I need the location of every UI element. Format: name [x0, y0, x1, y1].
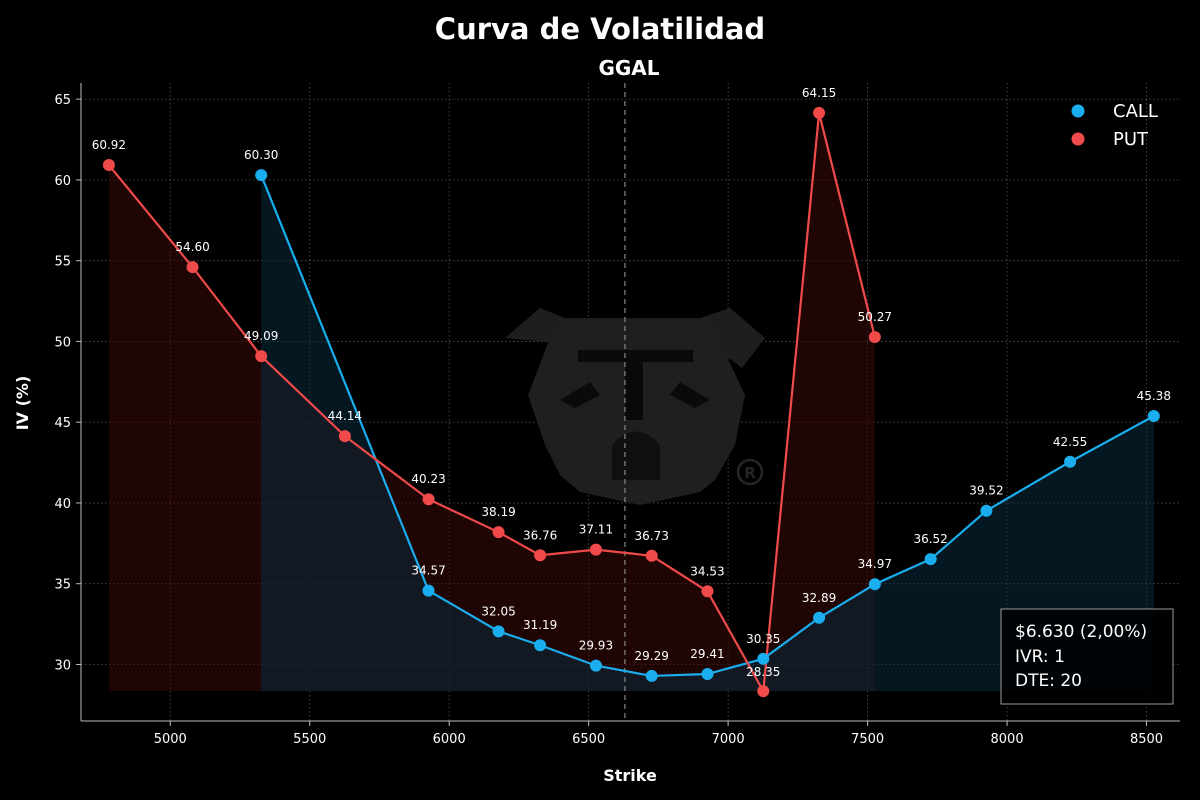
x-ticks: 5000 5500 6000 6500 7000 7500 8000 8500 [154, 721, 1163, 747]
put-data-label: 64.15 [802, 86, 836, 100]
y-tick-label: 50 [54, 335, 71, 350]
call-point [868, 578, 881, 591]
info-dte: DTE: 20 [1015, 671, 1082, 691]
call-data-label: 60.30 [244, 148, 278, 162]
y-tick-label: 55 [54, 255, 71, 270]
x-axis-label: Strike [603, 766, 657, 785]
y-tick-label: 40 [54, 497, 71, 512]
put-point [255, 350, 268, 363]
put-point [338, 430, 351, 443]
call-point [492, 625, 505, 638]
put-data-label: 50.27 [858, 310, 892, 324]
put-point [701, 585, 714, 598]
call-point [701, 667, 714, 680]
put-data-label: 34.53 [690, 564, 724, 578]
put-point [868, 331, 881, 344]
labels-layer: 60.30 34.57 32.05 31.19 29.93 29.29 29.41 30.35… [92, 86, 1171, 679]
put-point [492, 526, 505, 539]
y-tick-label: 30 [54, 658, 71, 673]
legend-put-label: PUT [1113, 129, 1149, 150]
legend-put-marker [1071, 132, 1085, 146]
info-price: $6.630 (2,00%) [1015, 622, 1147, 642]
call-point [813, 611, 826, 624]
call-data-label: 29.41 [690, 647, 724, 661]
put-data-label: 54.60 [175, 240, 209, 254]
x-tick-label: 8500 [1130, 732, 1163, 747]
put-data-label: 36.73 [635, 529, 669, 543]
x-tick-label: 6000 [433, 732, 466, 747]
legend-call-marker [1071, 104, 1085, 118]
put-data-label: 44.14 [328, 409, 362, 423]
x-tick-label: 6500 [572, 732, 605, 747]
legend-call-label: CALL [1113, 101, 1158, 122]
points-layer [102, 106, 1160, 698]
call-point [422, 584, 435, 597]
call-data-label: 36.52 [913, 532, 947, 546]
info-box: $6.630 (2,00%) IVR: 1 DTE: 20 [1000, 608, 1174, 705]
put-data-label: 28.35 [746, 665, 780, 679]
call-data-label: 32.05 [481, 604, 515, 618]
put-point [645, 549, 658, 562]
call-data-label: 39.52 [969, 484, 1003, 498]
chart-title: Curva de Volatilidad [435, 12, 765, 46]
x-tick-label: 7000 [712, 732, 745, 747]
y-ticks: 30 35 40 45 50 55 60 65 [54, 93, 81, 673]
put-data-label: 60.92 [92, 138, 126, 152]
put-data-label: 40.23 [411, 472, 445, 486]
y-tick-label: 45 [54, 416, 71, 431]
call-point [645, 669, 658, 682]
call-data-label: 29.29 [635, 649, 669, 663]
y-axis-label: IV (%) [13, 376, 32, 431]
call-data-label: 30.35 [746, 632, 780, 646]
y-tick-label: 65 [54, 93, 71, 108]
call-data-label: 31.19 [523, 618, 557, 632]
put-data-label: 49.09 [244, 329, 278, 343]
x-tick-label: 5000 [154, 732, 187, 747]
call-point [255, 169, 268, 182]
y-tick-label: 35 [54, 578, 71, 593]
call-line [260, 174, 1155, 678]
call-point [980, 504, 993, 517]
call-data-label: 34.97 [858, 557, 892, 571]
chart-subtitle: GGAL [598, 56, 659, 80]
call-point [924, 553, 937, 566]
call-data-label: 32.89 [802, 591, 836, 605]
put-point [186, 261, 199, 274]
put-data-label: 37.11 [579, 523, 613, 537]
call-point [534, 639, 547, 652]
put-point [102, 159, 115, 172]
call-data-label: 45.38 [1137, 389, 1171, 403]
x-tick-label: 8000 [991, 732, 1024, 747]
put-data-label: 36.76 [523, 528, 557, 542]
put-point [589, 543, 602, 556]
call-point [589, 659, 602, 672]
x-tick-label: 5500 [293, 732, 326, 747]
call-point [1064, 455, 1077, 468]
put-point [534, 549, 547, 562]
x-tick-label: 7500 [851, 732, 884, 747]
call-data-label: 42.55 [1053, 435, 1087, 449]
call-point [757, 652, 770, 665]
put-point [813, 106, 826, 119]
put-point [757, 685, 770, 698]
call-data-label: 34.57 [411, 564, 445, 578]
put-data-label: 38.19 [481, 505, 515, 519]
legend: CALL PUT [1071, 101, 1158, 150]
svg-text:R: R [744, 464, 756, 482]
y-tick-label: 60 [54, 174, 71, 189]
call-data-label: 29.93 [579, 639, 613, 653]
call-point [1147, 410, 1160, 423]
bulldog-logo-icon: R [505, 308, 765, 505]
put-point [422, 493, 435, 506]
info-ivr: IVR: 1 [1015, 647, 1065, 667]
